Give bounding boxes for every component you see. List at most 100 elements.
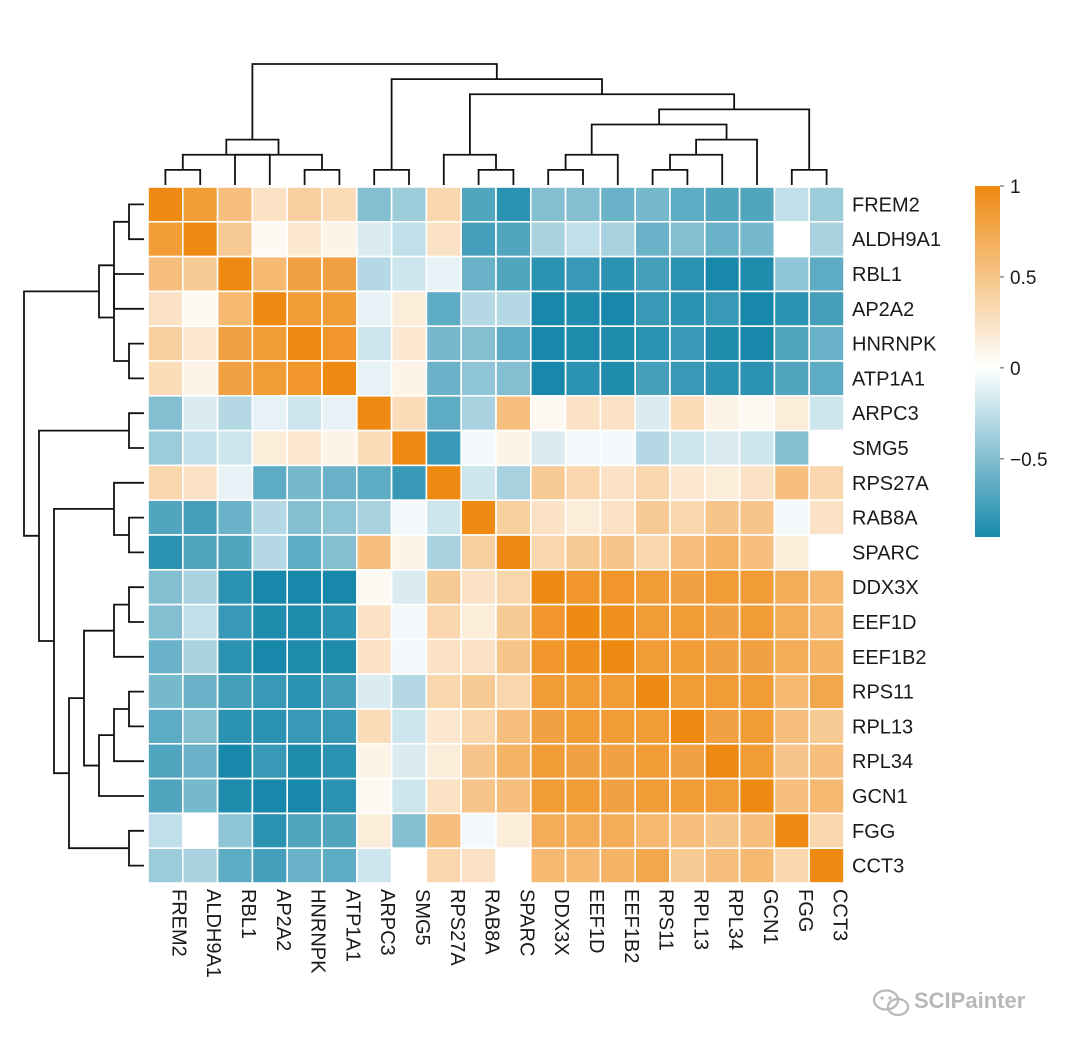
heatmap-cell-rpl34-atp1a1 — [321, 742, 358, 780]
heatmap-cell-rab8a-fgg — [773, 499, 811, 536]
heatmap-cell-rps11-rps11 — [634, 673, 671, 710]
heatmap-cell-rps27a-frem2 — [147, 464, 184, 501]
column-dendrogram — [164, 63, 828, 185]
heatmap-cell-cct3-rps27a — [425, 847, 462, 884]
heatmap-cell-eef1d-arpc3 — [355, 603, 393, 641]
heatmap-cell-rps11-frem2 — [147, 673, 184, 710]
heatmap-cell-atp1a1-hnrnpk — [286, 360, 323, 397]
row-label-rps27a: RPS27A — [852, 473, 929, 495]
heatmap-cell-rab8a-atp1a1 — [321, 499, 358, 536]
heatmap-cell-arpc3-rab8a — [460, 394, 497, 432]
heatmap-cell-rps11-rps27a — [425, 673, 462, 710]
heatmap-cell-rbl1-rab8a — [460, 255, 497, 293]
heatmap-cell-cct3-frem2 — [147, 847, 184, 884]
heatmap-cell-aldh9a1-cct3 — [808, 221, 845, 258]
heatmap-cell-ddx3x-rpl13 — [669, 568, 706, 606]
heatmap-cell-rpl13-frem2 — [147, 708, 184, 745]
col-dendrogram-branch — [251, 63, 498, 140]
heatmap-cell-frem2-fgg — [773, 186, 811, 223]
heatmap-cell-smg5-eef1d — [564, 429, 602, 467]
heatmap-cell-sparc-rab8a — [460, 534, 497, 571]
heatmap-cell-sparc-ap2a2 — [251, 534, 288, 571]
heatmap-cell-fgg-rab8a — [460, 812, 497, 850]
heatmap-cell-gcn1-rab8a — [460, 777, 497, 815]
heatmap-cell-frem2-ap2a2 — [251, 186, 288, 223]
heatmap-cell-rps11-rab8a — [460, 673, 497, 710]
heatmap-cell-hnrnpk-eef1b2 — [599, 325, 637, 362]
heatmap-cell-eef1d-fgg — [773, 603, 811, 641]
heatmap-cell-rbl1-ddx3x — [529, 255, 567, 293]
heatmap-cell-rab8a-rab8a — [460, 499, 497, 536]
heatmap-cell-eef1b2-rps27a — [425, 638, 462, 676]
heatmap-cell-eef1b2-cct3 — [808, 638, 845, 676]
heatmap-cell-frem2-gcn1 — [738, 186, 776, 223]
heatmap-cell-rpl13-rpl13 — [669, 708, 706, 745]
row-label-cct3: CCT3 — [852, 856, 904, 878]
heatmap-cell-eef1b2-atp1a1 — [321, 638, 358, 676]
heatmap-cell-rab8a-sparc — [495, 499, 532, 536]
heatmap-cell-eef1b2-eef1b2 — [599, 638, 637, 676]
column-label-rpl34: RPL34 — [724, 889, 746, 950]
heatmap-cell-atp1a1-sparc — [495, 360, 532, 397]
heatmap-cell-ap2a2-fgg — [773, 290, 811, 327]
row-label-fgg: FGG — [852, 821, 895, 843]
colorbar-tick-label: 0 — [1010, 359, 1021, 380]
heatmap-cell-cct3-cct3 — [808, 847, 845, 884]
heatmap-cell-eef1d-rbl1 — [216, 603, 254, 641]
heatmap-cell-ap2a2-rab8a — [460, 290, 497, 327]
heatmap-cell-fgg-ddx3x — [529, 812, 567, 850]
heatmap-cell-gcn1-cct3 — [808, 777, 845, 815]
heatmap-cell-hnrnpk-rpl34 — [703, 325, 741, 362]
heatmap-cell-sparc-fgg — [773, 534, 811, 571]
heatmap-cell-rps27a-cct3 — [808, 464, 845, 501]
heatmap-cell-gcn1-sparc — [495, 777, 532, 815]
heatmap-cell-frem2-hnrnpk — [286, 186, 323, 223]
heatmap-cell-rab8a-frem2 — [147, 499, 184, 536]
heatmap-cell-arpc3-rbl1 — [216, 394, 254, 432]
heatmap-cell-rbl1-cct3 — [808, 255, 845, 293]
heatmap-cell-hnrnpk-arpc3 — [355, 325, 393, 362]
heatmap-cell-sparc-aldh9a1 — [182, 534, 219, 571]
heatmap-cell-aldh9a1-rbl1 — [216, 221, 254, 258]
heatmap-cell-eef1d-ddx3x — [529, 603, 567, 641]
heatmap-cell-ap2a2-cct3 — [808, 290, 845, 327]
heatmap-cell-cct3-ddx3x — [529, 847, 567, 884]
column-label-eef1b2: EEF1B2 — [620, 889, 642, 963]
col-dendrogram-branch — [373, 168, 410, 185]
heatmap-cell-aldh9a1-ddx3x — [529, 221, 567, 258]
heatmap-cell-gcn1-rpl13 — [669, 777, 706, 815]
heatmap-cell-smg5-rpl34 — [703, 429, 741, 467]
heatmap-cell-frem2-rpl34 — [703, 186, 741, 223]
row-label-rab8a: RAB8A — [852, 508, 918, 530]
heatmap-cell-arpc3-fgg — [773, 394, 811, 432]
heatmap-cell-ap2a2-eef1d — [564, 290, 602, 327]
heatmap-cell-rps11-cct3 — [808, 673, 845, 710]
heatmap-cell-rpl34-gcn1 — [738, 742, 776, 780]
heatmap-cell-gcn1-eef1d — [564, 777, 602, 815]
heatmap-cell-rbl1-rps11 — [634, 255, 671, 293]
heatmap-cell-rps11-hnrnpk — [286, 673, 323, 710]
heatmap-cell-ddx3x-eef1b2 — [599, 568, 637, 606]
heatmap-cell-ap2a2-arpc3 — [355, 290, 393, 327]
heatmap-cell-hnrnpk-atp1a1 — [321, 325, 358, 362]
heatmap-cell-rpl13-ap2a2 — [251, 708, 288, 745]
heatmap-cell-atp1a1-arpc3 — [355, 360, 393, 397]
heatmap-cell-arpc3-eef1b2 — [599, 394, 637, 432]
heatmap-cell-rpl34-cct3 — [808, 742, 845, 780]
row-dendrogram-branch — [128, 342, 144, 380]
heatmap-cell-ap2a2-sparc — [495, 290, 532, 327]
heatmap-cell-rbl1-frem2 — [147, 255, 184, 293]
heatmap-cell-rps11-fgg — [773, 673, 811, 710]
heatmap-cell-sparc-hnrnpk — [286, 534, 323, 571]
heatmap-cell-fgg-ap2a2 — [251, 812, 288, 850]
heatmap-cell-atp1a1-ap2a2 — [251, 360, 288, 397]
heatmap-cell-rpl13-sparc — [495, 708, 532, 745]
heatmap-cell-eef1d-ap2a2 — [251, 603, 288, 641]
heatmap-cell-rpl34-arpc3 — [355, 742, 393, 780]
row-labels: FREM2 ALDH9A1 RBL1 AP2A2 HNRNPK ATP1A1 ARPC3 SM… — [852, 194, 941, 877]
watermark: SCIPainter — [872, 988, 1026, 1017]
heatmap-cell-rps27a-gcn1 — [738, 464, 776, 501]
heatmap-cell-rpl34-hnrnpk — [286, 742, 323, 780]
heatmap-cell-rbl1-hnrnpk — [286, 255, 323, 293]
row-label-eef1b2: EEF1B2 — [852, 647, 926, 669]
